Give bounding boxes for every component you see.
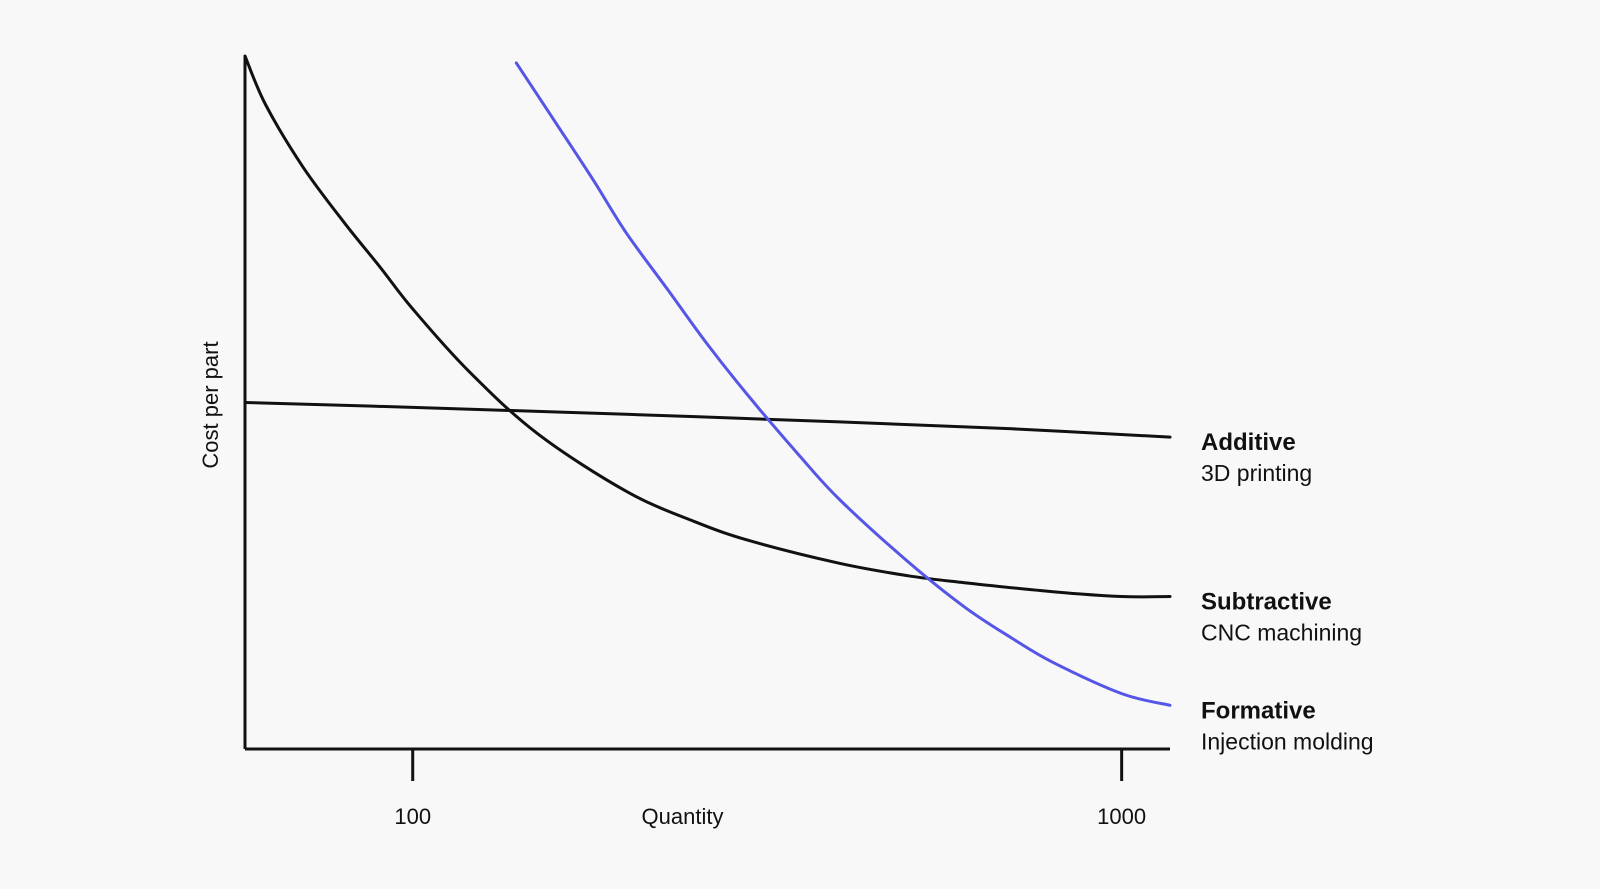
legend-name-subtractive: Subtractive [1201,589,1332,616]
series-layer [243,54,1172,707]
x-tick-layer: 100 1000 [394,749,1146,829]
legend: Additive 3D printing Subtractive CNC machin… [1201,429,1374,754]
y-axis-label: Cost per part [198,341,223,468]
legend-subtitle-subtractive: CNC machining [1201,620,1362,646]
legend-item-additive: Additive 3D printing [1201,429,1312,486]
legend-subtitle-additive: 3D printing [1201,460,1312,486]
legend-item-formative: Formative Injection molding [1201,697,1374,754]
legend-name-additive: Additive [1201,429,1296,456]
series-line-additive [243,401,1172,439]
x-axis-label: Quantity [642,804,724,829]
legend-name-formative: Formative [1201,697,1316,724]
x-tick-label-100: 100 [394,804,431,829]
series-line-subtractive [243,54,1172,599]
series-line-formative [514,61,1172,707]
legend-subtitle-formative: Injection molding [1201,728,1374,754]
x-tick-label-1000: 1000 [1097,804,1146,829]
legend-item-subtractive: Subtractive CNC machining [1201,589,1362,646]
